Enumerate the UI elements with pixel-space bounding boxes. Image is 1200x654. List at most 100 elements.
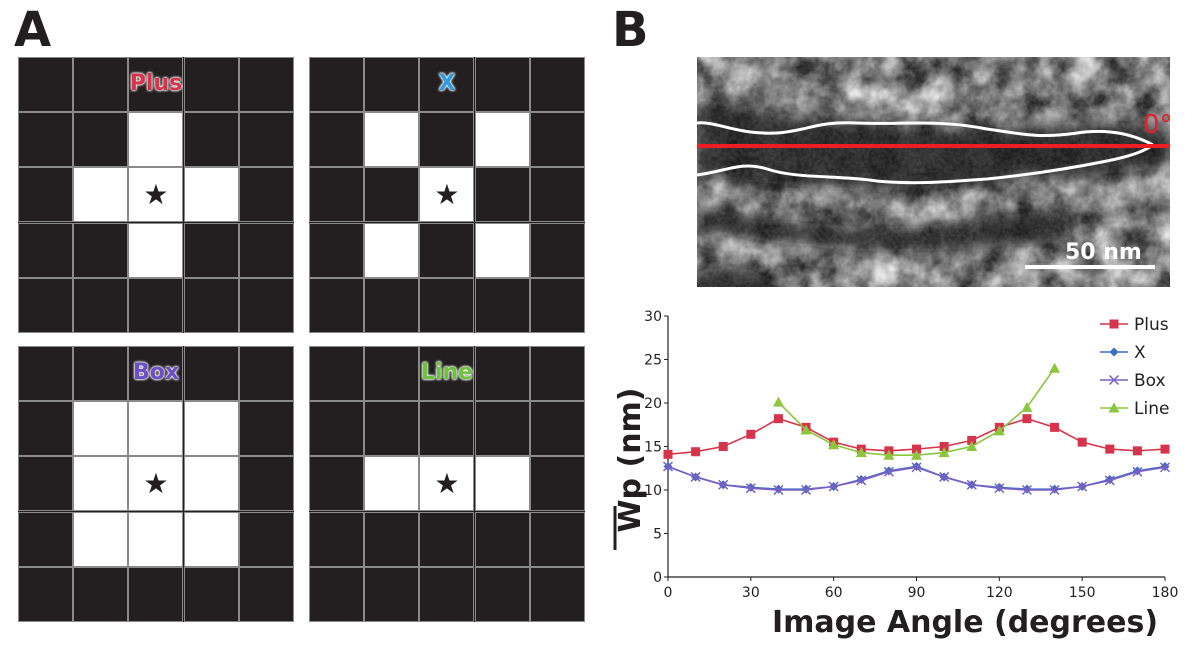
kernel-cell — [73, 346, 129, 401]
kernel-cell — [128, 456, 184, 512]
data-point — [718, 442, 728, 451]
kernel-cell — [18, 566, 73, 622]
kernel-cell — [474, 277, 530, 333]
kernel-cell — [474, 346, 530, 401]
kernel-cell — [474, 112, 530, 168]
data-point — [1132, 446, 1142, 456]
kernel-cell — [18, 401, 73, 457]
kernel-cell — [73, 112, 129, 168]
scale-bar-label: 50 nm — [1065, 240, 1142, 265]
data-point — [718, 479, 729, 490]
kernel-cell — [474, 167, 530, 223]
data-point — [1132, 466, 1143, 477]
kernel-cell — [18, 222, 73, 278]
kernel-cell — [309, 401, 364, 457]
panel-label-b: B — [612, 2, 649, 58]
data-point — [993, 425, 1005, 436]
data-point — [800, 424, 812, 435]
kernel-cell — [309, 167, 364, 223]
kernel-cell — [474, 511, 530, 567]
kernel-cell — [529, 57, 585, 112]
kernel-cell — [529, 222, 585, 278]
kernel-cell — [474, 401, 530, 457]
kernel-cell — [419, 566, 475, 622]
kernel-cell — [364, 346, 420, 401]
data-point — [912, 444, 921, 454]
x-tick-label: 0 — [664, 585, 673, 601]
legend-label: Plus — [1134, 315, 1169, 335]
kernel-cell — [419, 346, 475, 401]
kernel-cell — [309, 57, 364, 112]
kernel-grid-box: Box ★ — [18, 346, 294, 622]
kernel-cell — [309, 511, 364, 567]
data-point — [966, 441, 978, 451]
kernel-cell — [474, 566, 530, 622]
kernel-cell — [364, 277, 420, 333]
kernel-grid-x: X ★ — [309, 57, 585, 333]
kernel-cell — [18, 112, 73, 168]
kernel-cell — [128, 277, 184, 333]
kernel-cell — [73, 401, 129, 457]
kernel-cell — [419, 401, 475, 457]
y-tick-label: 5 — [653, 527, 662, 543]
data-point — [1160, 444, 1170, 454]
kernel-cell — [364, 566, 420, 622]
kernel-grid-plus: Plus ★ — [18, 57, 294, 333]
data-point — [745, 483, 756, 494]
kernel-cell — [18, 456, 73, 512]
data-point — [772, 396, 784, 407]
kernel-label-box: Box — [132, 360, 180, 385]
panel-label-a: A — [14, 2, 52, 58]
kernel-cell — [309, 346, 364, 401]
data-point — [1105, 444, 1115, 454]
kernel-cell — [529, 112, 585, 168]
kernel-cell — [309, 277, 364, 333]
kernel-cell — [73, 57, 129, 112]
kernel-cell — [419, 57, 475, 112]
kernel-cell — [474, 456, 530, 512]
kernel-cell — [238, 566, 294, 622]
micrograph-image: 0° 50 nm — [697, 57, 1170, 287]
series-line-line — [777, 367, 1056, 456]
kernel-cell — [419, 277, 475, 333]
kernel-cell — [238, 222, 294, 278]
kernel-cell — [529, 511, 585, 567]
y-tick-label: 10 — [644, 483, 662, 499]
kernel-cell — [419, 112, 475, 168]
data-point — [1108, 402, 1120, 413]
kernel-cell — [364, 456, 420, 512]
kernel-cell — [419, 511, 475, 567]
kernel-cell — [183, 346, 239, 401]
kernel-cell — [364, 57, 420, 112]
data-point — [939, 442, 949, 451]
kernel-cell — [364, 112, 420, 168]
data-point — [883, 449, 895, 460]
data-point — [967, 435, 977, 445]
kernel-cell — [73, 511, 129, 567]
kernel-cell — [128, 57, 184, 112]
legend-label: Line — [1134, 399, 1169, 419]
y-tick-label: 15 — [644, 440, 662, 456]
kernel-cell — [128, 566, 184, 622]
kernel-grid-line: Line ★ — [309, 346, 585, 622]
data-point — [1021, 401, 1033, 412]
kernel-cell — [18, 346, 73, 401]
x-tick-label: 60 — [825, 585, 843, 601]
kernel-cell — [18, 167, 73, 223]
kernel-label-x: X — [438, 71, 456, 96]
x-tick-label: 150 — [1069, 585, 1096, 601]
data-point — [663, 449, 673, 459]
kernel-cell — [364, 511, 420, 567]
data-point — [746, 429, 756, 439]
kernel-cell — [128, 401, 184, 457]
y-tick-label: 25 — [644, 353, 662, 369]
data-point — [1049, 362, 1061, 373]
data-point — [1109, 319, 1119, 329]
data-point — [662, 461, 674, 472]
kernel-cell — [529, 401, 585, 457]
kernel-cell — [364, 222, 420, 278]
data-point — [1109, 347, 1119, 357]
kernel-cell — [128, 222, 184, 278]
chart-legend: Plus X Box Line — [1100, 315, 1169, 419]
center-star-icon: ★ — [434, 467, 460, 501]
